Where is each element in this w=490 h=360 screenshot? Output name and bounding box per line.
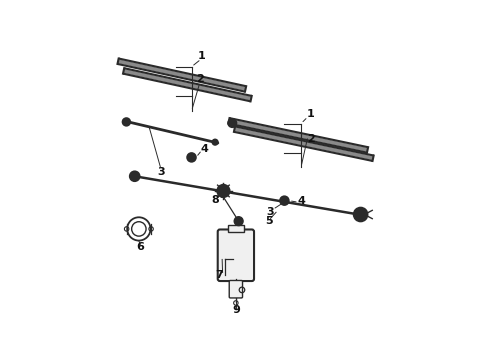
Text: 3: 3 (157, 167, 165, 177)
Text: 8: 8 (211, 195, 219, 205)
Circle shape (220, 188, 226, 194)
Circle shape (234, 217, 243, 226)
Circle shape (283, 199, 286, 202)
Text: 4: 4 (297, 197, 305, 207)
Bar (228, 225, 244, 232)
Text: 2: 2 (196, 74, 204, 84)
Circle shape (212, 139, 218, 145)
Circle shape (354, 208, 368, 221)
FancyBboxPatch shape (229, 280, 243, 298)
Circle shape (280, 196, 289, 205)
Circle shape (122, 118, 130, 126)
Text: 1: 1 (307, 109, 315, 119)
FancyBboxPatch shape (218, 229, 254, 281)
Circle shape (217, 185, 229, 197)
Text: 5: 5 (265, 216, 273, 226)
Text: 9: 9 (232, 305, 240, 315)
Circle shape (228, 119, 237, 127)
Circle shape (187, 153, 196, 162)
Text: 2: 2 (307, 134, 315, 144)
Circle shape (358, 212, 364, 217)
Text: 3: 3 (267, 207, 274, 217)
Text: 1: 1 (197, 51, 205, 61)
Circle shape (130, 171, 140, 181)
Circle shape (237, 219, 241, 223)
Text: 6: 6 (136, 242, 144, 252)
Circle shape (190, 156, 193, 159)
Text: 4: 4 (200, 144, 208, 154)
Text: 7: 7 (216, 270, 223, 280)
